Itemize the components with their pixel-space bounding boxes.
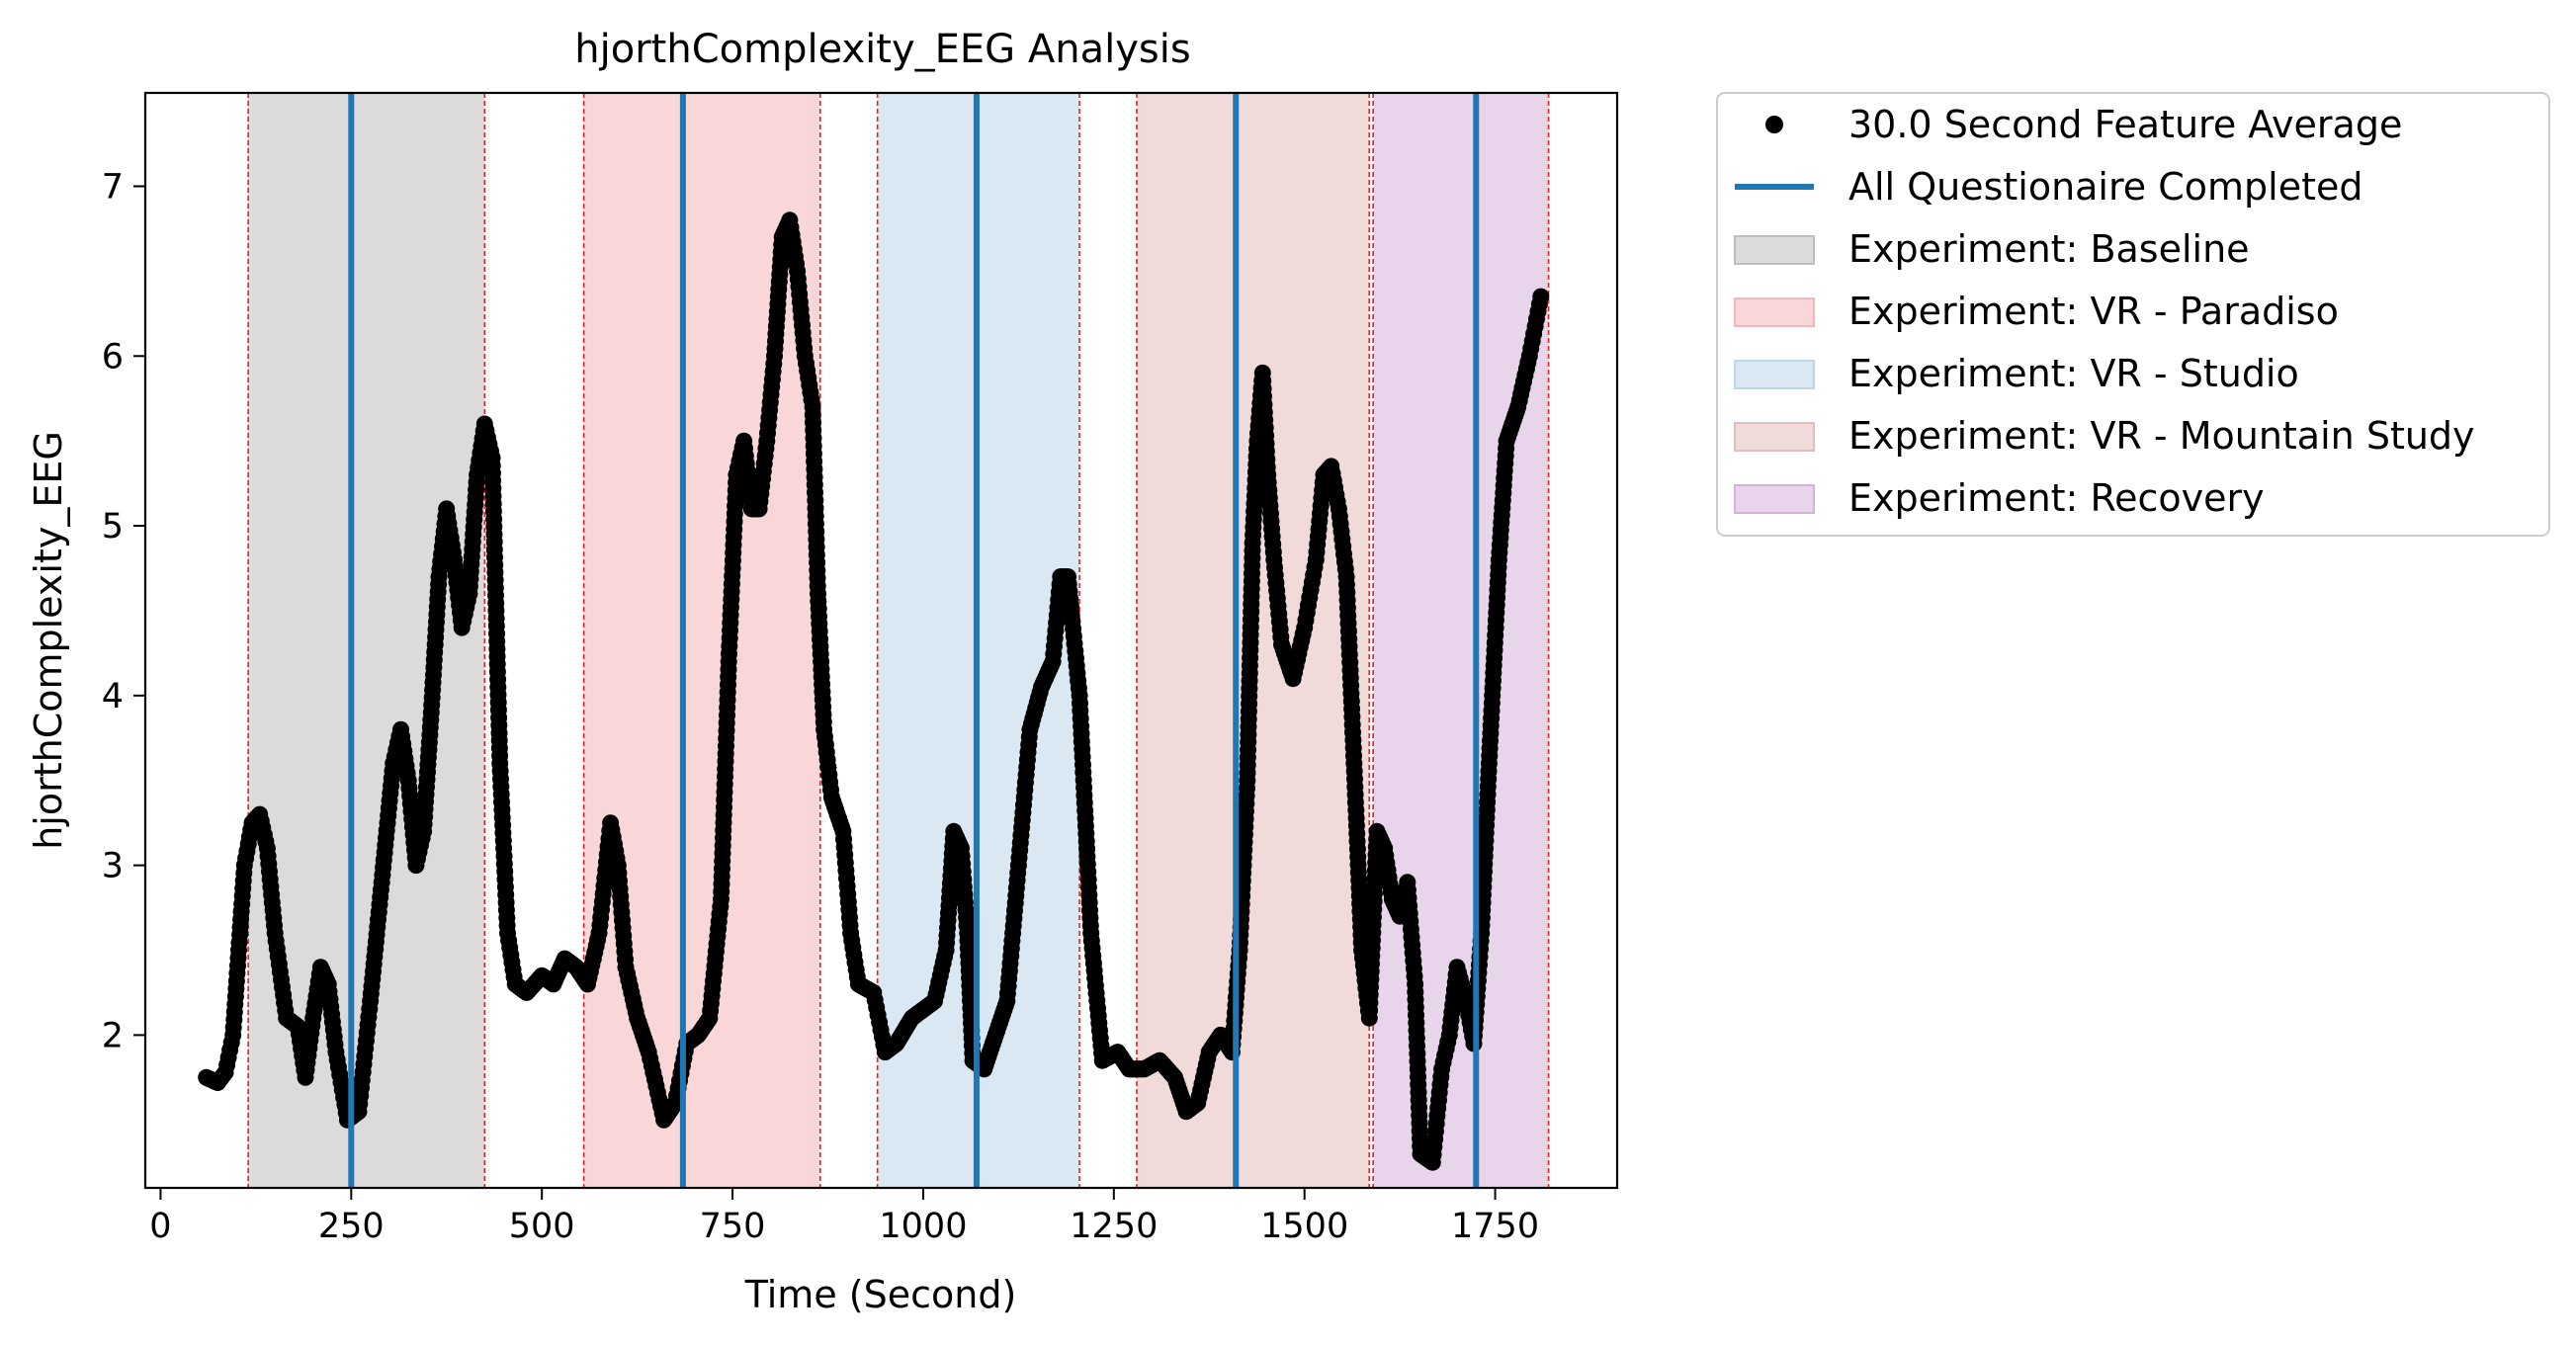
y-axis-label: hjorthComplexity_EEG [27,431,70,850]
plot-frame [143,91,1619,1190]
legend-marker-0 [1765,116,1783,133]
legend-marker-4 [1734,360,1815,389]
legend-marker-6 [1734,484,1815,514]
y-tick-label-1: 3 [102,847,124,886]
legend-label-2: Experiment: Baseline [1848,227,2250,271]
data-point-1577 [1532,288,1550,305]
x-tick-label-1: 250 [318,1207,385,1246]
phase-band-4 [1373,93,1549,1188]
y-tick-label-3: 5 [102,507,124,546]
x-tick-label-2: 500 [509,1207,575,1246]
x-tick-label-6: 1500 [1260,1207,1348,1246]
x-tick-label-4: 1000 [879,1207,967,1246]
data-points [198,211,1550,1171]
legend-marker-5 [1734,422,1815,452]
y-axis: 2 3 4 5 6 7 [102,167,145,1055]
y-tick-label-5: 7 [102,167,124,207]
questionnaire-lines [348,93,1480,1188]
x-tick-label-5: 1250 [1070,1207,1158,1246]
legend-marker-2 [1734,235,1815,265]
x-axis-label: Time (Second) [744,1273,1017,1316]
y-tick-label-0: 2 [102,1016,124,1055]
y-tick-label-4: 6 [102,337,124,377]
x-axis: 0 250 500 750 1000 1250 1500 1750 [149,1188,1539,1246]
legend-label-1: All Questionaire Completed [1848,165,2363,209]
legend: 30.0 Second Feature Average All Questiona… [1716,92,2550,537]
legend-label-5: Experiment: VR - Mountain Study [1848,414,2475,458]
x-tick-label-7: 1750 [1451,1207,1539,1246]
chart-title: hjorthComplexity_EEG Analysis [574,27,1190,72]
x-tick-label-3: 750 [700,1207,766,1246]
legend-label-0: 30.0 Second Feature Average [1848,103,2402,146]
legend-label-3: Experiment: VR - Paradiso [1848,290,2339,333]
legend-frame [1716,92,2550,537]
x-tick-label-0: 0 [149,1207,171,1246]
legend-label-6: Experiment: Recovery [1848,476,2265,520]
legend-marker-3 [1734,297,1815,327]
legend-label-4: Experiment: VR - Studio [1848,352,2299,395]
y-tick-label-2: 4 [102,677,124,716]
